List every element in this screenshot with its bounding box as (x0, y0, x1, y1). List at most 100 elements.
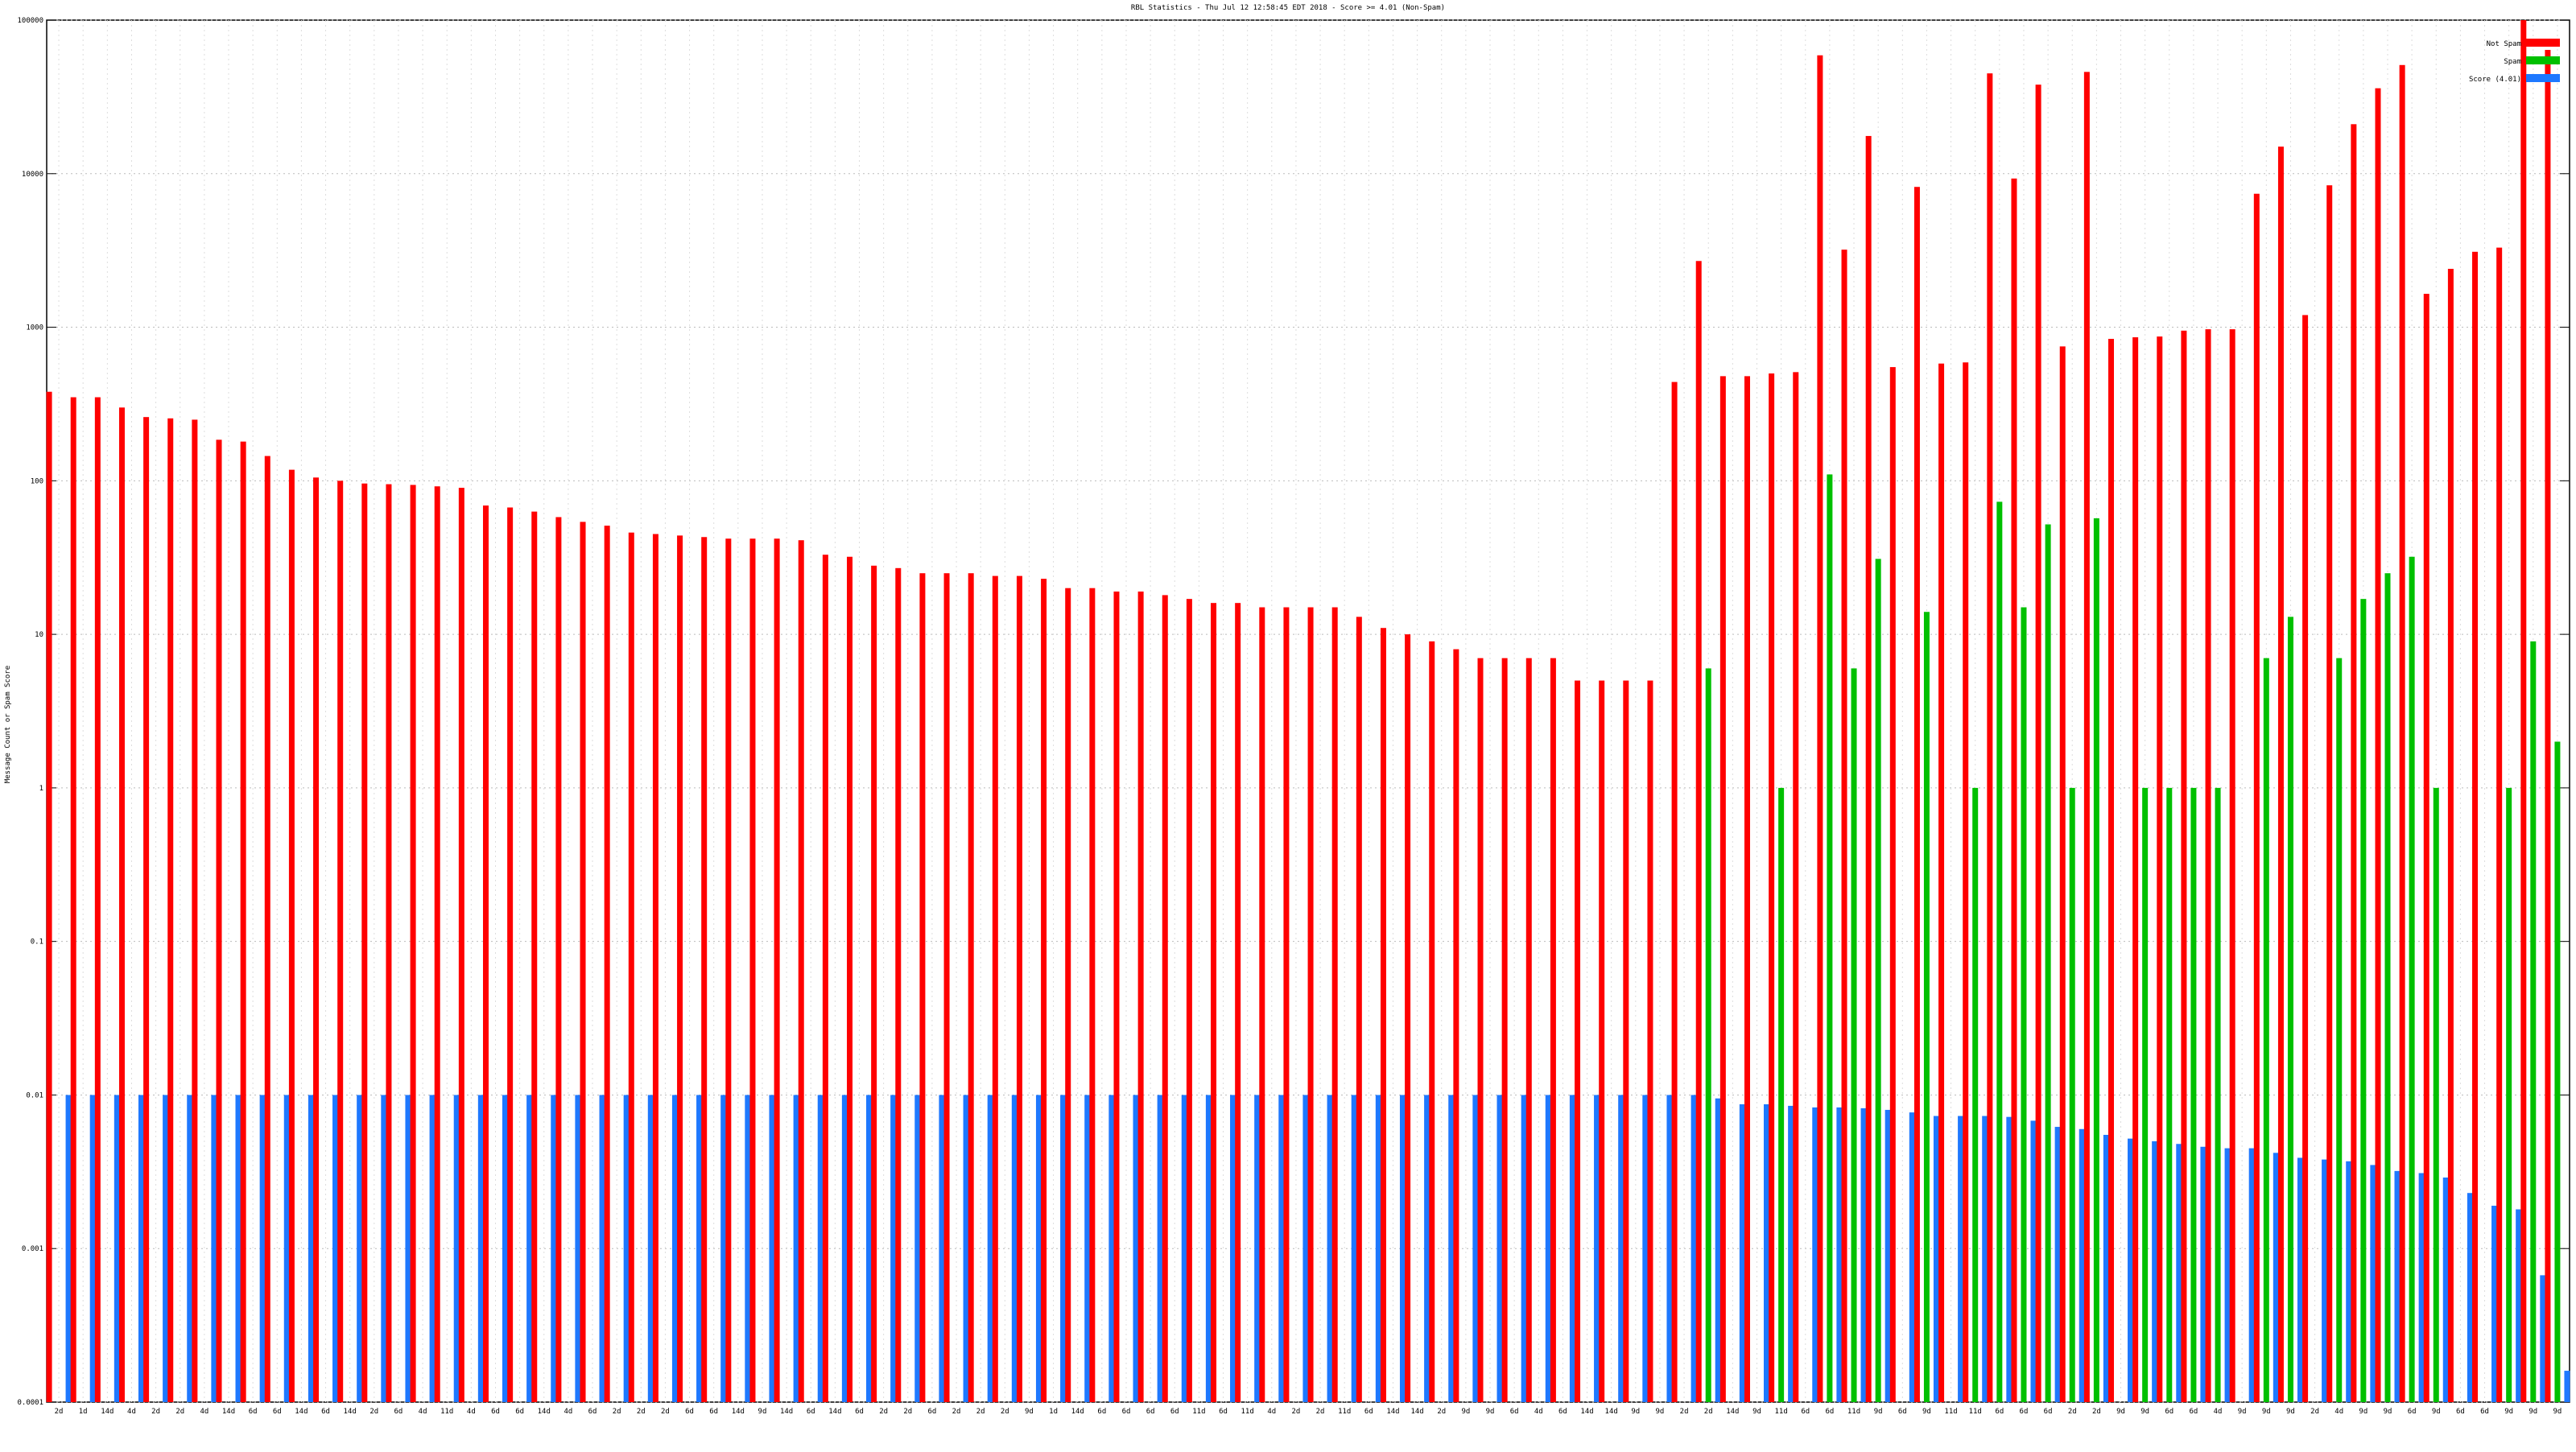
bar (526, 1095, 533, 1402)
bar (1763, 1103, 1769, 1402)
x-tick-label: 2d (879, 1408, 888, 1416)
x-tick-label: 14d (732, 1408, 745, 1416)
bar (434, 486, 440, 1402)
bar (2520, 20, 2527, 1402)
bar (2287, 617, 2293, 1402)
x-tick-label: 6d (1364, 1408, 1373, 1416)
bar (2035, 85, 2041, 1402)
bar (720, 1095, 727, 1402)
bar (2181, 330, 2187, 1402)
bar (1060, 1095, 1067, 1402)
bar (235, 1095, 242, 1402)
bar (1259, 607, 1265, 1402)
bar (847, 556, 853, 1402)
x-tick-label: 9d (1486, 1408, 1495, 1416)
x-tick-label: 9d (2529, 1408, 2537, 1416)
x-tick-label: 9d (2384, 1408, 2392, 1416)
bar (2229, 329, 2235, 1402)
x-tick-label: 6d (394, 1408, 403, 1416)
x-tick-label: 9d (758, 1408, 767, 1416)
x-tick-label: 2d (952, 1408, 961, 1416)
bar (337, 481, 344, 1403)
x-tick-label: 6d (249, 1408, 258, 1416)
bar (1186, 599, 1192, 1402)
x-tick-label: 1d (1049, 1408, 1058, 1416)
x-tick-label: 4d (1267, 1408, 1276, 1416)
bar (259, 1095, 266, 1402)
bar (1065, 588, 1071, 1402)
bar (1715, 1098, 1721, 1402)
bar (1744, 376, 1750, 1402)
x-tick-label: 9d (2553, 1408, 2562, 1416)
bar (943, 573, 950, 1402)
bar (1885, 1109, 1891, 1402)
bar (2394, 1170, 2401, 1402)
bar (1933, 1116, 1939, 1402)
x-tick-label: 2d (903, 1408, 912, 1416)
x-tick-label: 14d (1580, 1408, 1593, 1416)
legend-label: Not Spam (2487, 40, 2521, 48)
x-tick-label: 14d (780, 1408, 793, 1416)
x-tick-label: 9d (1656, 1408, 1665, 1416)
x-tick-label: 14d (295, 1408, 308, 1416)
legend-swatch (2526, 39, 2560, 47)
bar (798, 540, 804, 1402)
bar (2409, 556, 2415, 1402)
bar (531, 511, 538, 1402)
x-tick-label: 6d (2020, 1408, 2029, 1416)
bar (1671, 382, 1678, 1402)
bar (1331, 607, 1338, 1402)
bar (987, 1095, 993, 1402)
x-tick-label: 11d (1338, 1408, 1351, 1416)
bar (1380, 628, 1386, 1402)
bar (1594, 1095, 1600, 1402)
x-tick-label: 2d (661, 1408, 670, 1416)
bar (453, 1095, 460, 1402)
bar (1739, 1103, 1745, 1402)
bar (2054, 1127, 2061, 1402)
chart-title: RBL Statistics - Thu Jul 12 12:58:45 EDT… (1131, 4, 1445, 12)
bar (604, 526, 610, 1402)
x-tick-label: 2d (2310, 1408, 2319, 1416)
x-tick-label: 2d (637, 1408, 646, 1416)
bar (2248, 1148, 2255, 1402)
bar (357, 1095, 363, 1402)
bar (793, 1095, 799, 1402)
bar (1705, 668, 1711, 1402)
bar (1719, 376, 1726, 1402)
y-tick-label: 0.0001 (17, 1399, 43, 1407)
x-tick-label: 14d (1726, 1408, 1739, 1416)
bar (410, 485, 416, 1402)
bar (2351, 124, 2357, 1402)
x-tick-label: 6d (1170, 1408, 1179, 1416)
bar (1599, 680, 1605, 1402)
bar (1089, 588, 1096, 1402)
bar (2467, 1193, 2473, 1402)
x-tick-label: 4d (419, 1408, 427, 1416)
x-tick-label: 2d (1704, 1408, 1713, 1416)
x-tick-label: 9d (2286, 1408, 2295, 1416)
bar (332, 1095, 339, 1402)
bar (192, 419, 198, 1402)
bar (1211, 603, 1217, 1402)
bar (429, 1095, 436, 1402)
x-tick-label: 9d (2504, 1408, 2513, 1416)
bar (2433, 787, 2439, 1402)
bar (211, 1095, 217, 1402)
bar (2190, 787, 2197, 1402)
bar (817, 1095, 824, 1402)
x-tick-label: 4d (564, 1408, 572, 1416)
bar (1793, 372, 1799, 1402)
bar (1477, 658, 1484, 1402)
x-tick-label: 14d (828, 1408, 841, 1416)
bar (1108, 1095, 1115, 1402)
x-tick-label: 6d (2165, 1408, 2174, 1416)
bar (2472, 251, 2479, 1402)
bar (1666, 1095, 1673, 1402)
x-tick-label: 4d (200, 1408, 208, 1416)
bar (623, 1095, 630, 1402)
x-tick-label: 9d (2116, 1408, 2125, 1416)
bar (89, 1095, 96, 1402)
bar (2263, 658, 2269, 1402)
